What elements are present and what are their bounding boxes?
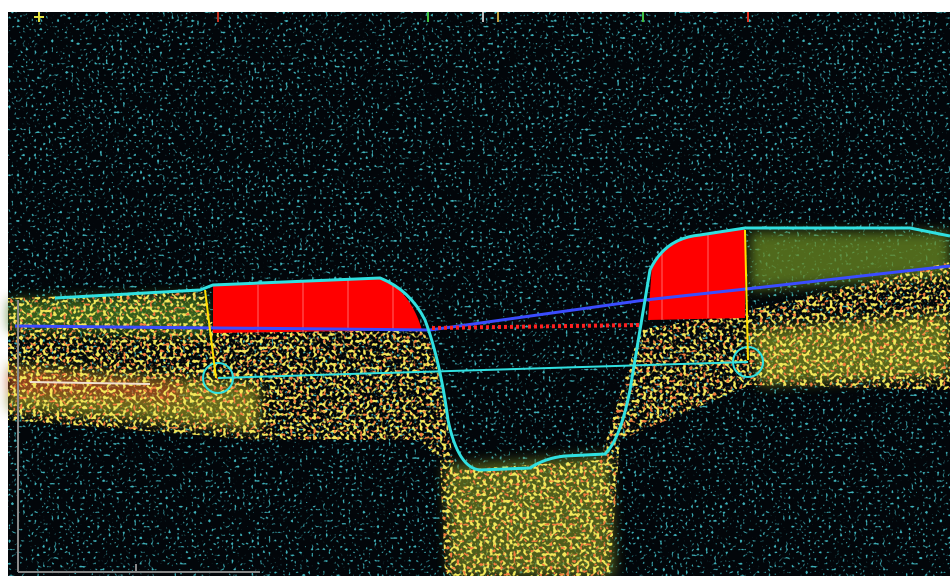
page xyxy=(0,0,950,576)
rim-area-left xyxy=(213,278,422,333)
oct-scan xyxy=(0,0,950,576)
